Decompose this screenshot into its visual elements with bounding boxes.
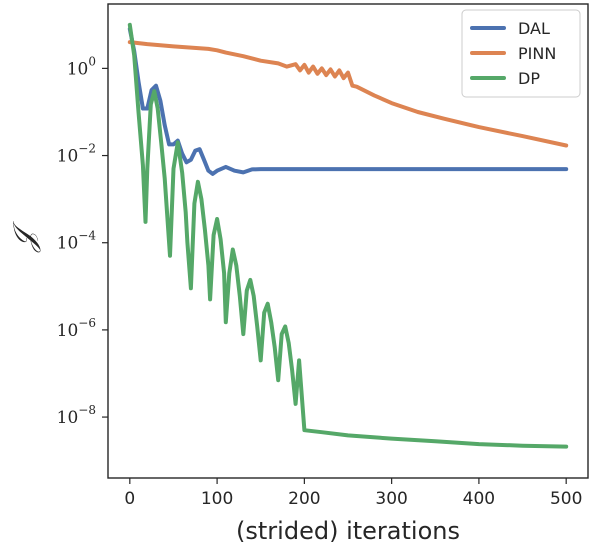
x-axis-label: (strided) iterations (236, 517, 460, 542)
x-tick-label: 200 (288, 489, 320, 509)
y-tick-label: 10−6 (57, 316, 96, 341)
y-tick-label: 10−8 (57, 403, 96, 428)
x-tick-label: 500 (550, 489, 582, 509)
legend: DAL PINN DP (461, 9, 581, 98)
legend-label-dal: DAL (518, 19, 550, 38)
legend-box (461, 9, 581, 98)
series-line-pinn (127, 40, 569, 148)
y-axis-label: 𝒥 (7, 220, 42, 253)
x-tick-label: 300 (375, 489, 407, 509)
x-ticks: 0 100 200 300 400 500 (124, 478, 582, 509)
y-ticks: 100 10−2 10−4 10−6 10−8 (57, 54, 108, 428)
legend-label-pinn: PINN (518, 44, 556, 63)
series-layer (127, 22, 569, 449)
legend-label-dp: DP (518, 69, 540, 88)
series-line-dal (127, 27, 569, 176)
plot-frame (107, 3, 589, 479)
x-tick-label: 100 (201, 489, 233, 509)
y-tick-label: 10−2 (57, 142, 96, 167)
series-line-dp (127, 22, 569, 449)
y-tick-label: 10−4 (57, 229, 97, 254)
x-tick-label: 400 (463, 489, 495, 509)
y-tick-label: 100 (67, 54, 96, 79)
x-tick-label: 0 (124, 489, 135, 509)
